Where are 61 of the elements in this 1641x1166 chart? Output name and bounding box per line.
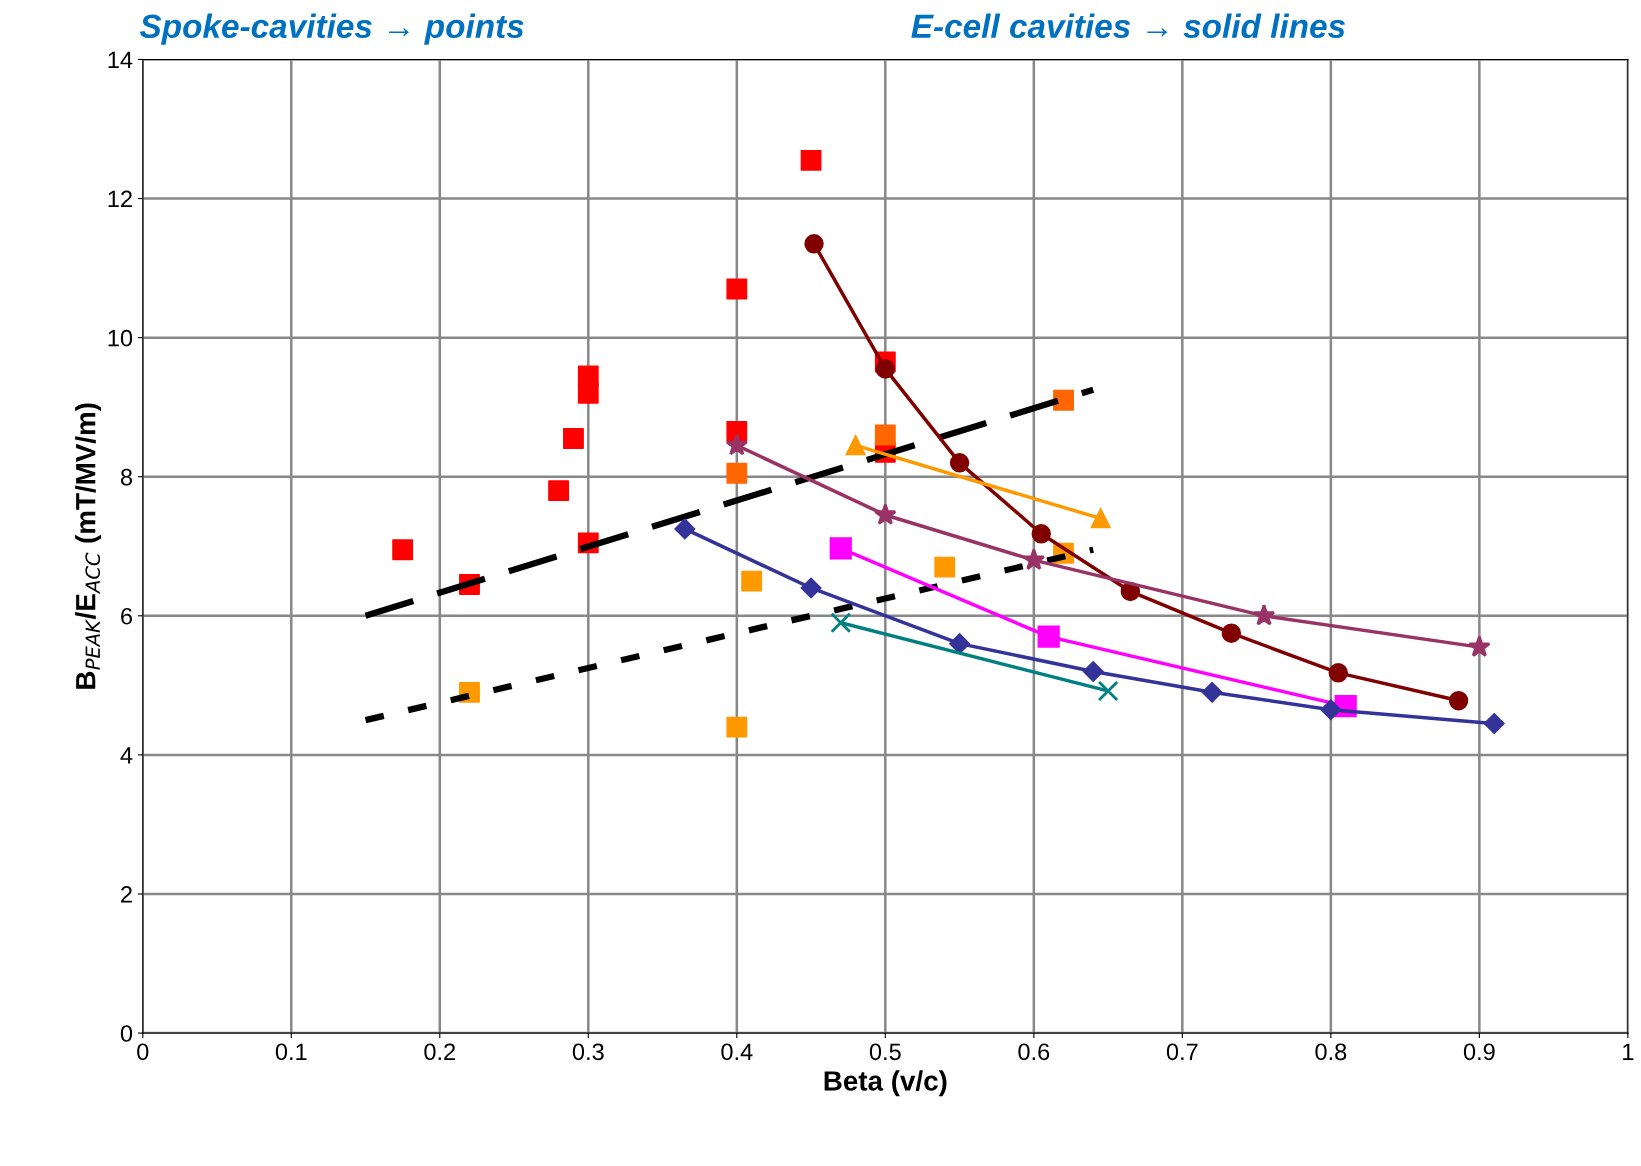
x-tick-label: 0 [137, 1043, 149, 1061]
y-tick-label: 2 [121, 886, 132, 903]
point [845, 435, 866, 456]
point [577, 365, 599, 387]
y-tick-label: 12 [108, 190, 132, 208]
point [741, 570, 763, 592]
point [1037, 625, 1060, 648]
point [548, 480, 570, 502]
y-tick-label: 6 [121, 607, 133, 625]
point [1053, 389, 1074, 411]
point [949, 633, 970, 654]
point [1097, 680, 1119, 702]
point [1448, 690, 1469, 711]
point [829, 537, 852, 560]
point [875, 359, 896, 379]
point [800, 577, 822, 599]
point [874, 424, 896, 446]
x-tick-label: 0.4 [721, 1043, 753, 1061]
point [726, 278, 748, 300]
y-tick-label: 4 [120, 747, 133, 764]
point [563, 428, 584, 449]
point [392, 539, 414, 561]
y-tick-label: 10 [108, 329, 133, 347]
x-tick-label: 0.2 [424, 1043, 456, 1061]
x-tick-label: 0.1 [275, 1043, 307, 1061]
y-tick-label: 8 [120, 468, 133, 486]
point [1483, 713, 1505, 734]
point [1031, 524, 1051, 544]
point [725, 433, 749, 456]
point [830, 612, 852, 634]
point [1320, 699, 1342, 720]
x-tick-label: 0.7 [1166, 1043, 1198, 1061]
point [1328, 663, 1348, 683]
point [1252, 604, 1276, 626]
point [1083, 661, 1104, 682]
x-tick-label: 0.6 [1018, 1043, 1050, 1061]
y-axis-title: B$_{PEAK}$/E$_{ACC}$ (mT/MV/m) [75, 403, 102, 689]
point [674, 518, 696, 540]
y-tick-label: 14 [108, 51, 133, 69]
point [1201, 682, 1223, 703]
x-axis-title: Beta (v/c) [824, 1070, 947, 1097]
x-tick-label: 0.9 [1463, 1043, 1495, 1061]
point [949, 453, 970, 473]
text: Spoke-cavities → points [139, 13, 524, 45]
point [934, 556, 956, 578]
point [726, 716, 748, 738]
x-tick-label: 0.5 [869, 1043, 901, 1061]
point [1022, 548, 1046, 570]
point [1221, 623, 1242, 643]
x-tick-label: 0.3 [572, 1043, 604, 1061]
point [726, 421, 748, 442]
x-tick-label: 0.8 [1315, 1043, 1347, 1061]
x-tick-label: 1 [1623, 1043, 1634, 1060]
point [1468, 635, 1491, 657]
point [1090, 508, 1111, 529]
point [800, 149, 822, 171]
point [804, 234, 824, 254]
y-tick-label: 0 [120, 1025, 133, 1042]
text: E-cell cavities → solid lines [911, 13, 1345, 39]
point [874, 503, 897, 525]
point [726, 462, 748, 484]
